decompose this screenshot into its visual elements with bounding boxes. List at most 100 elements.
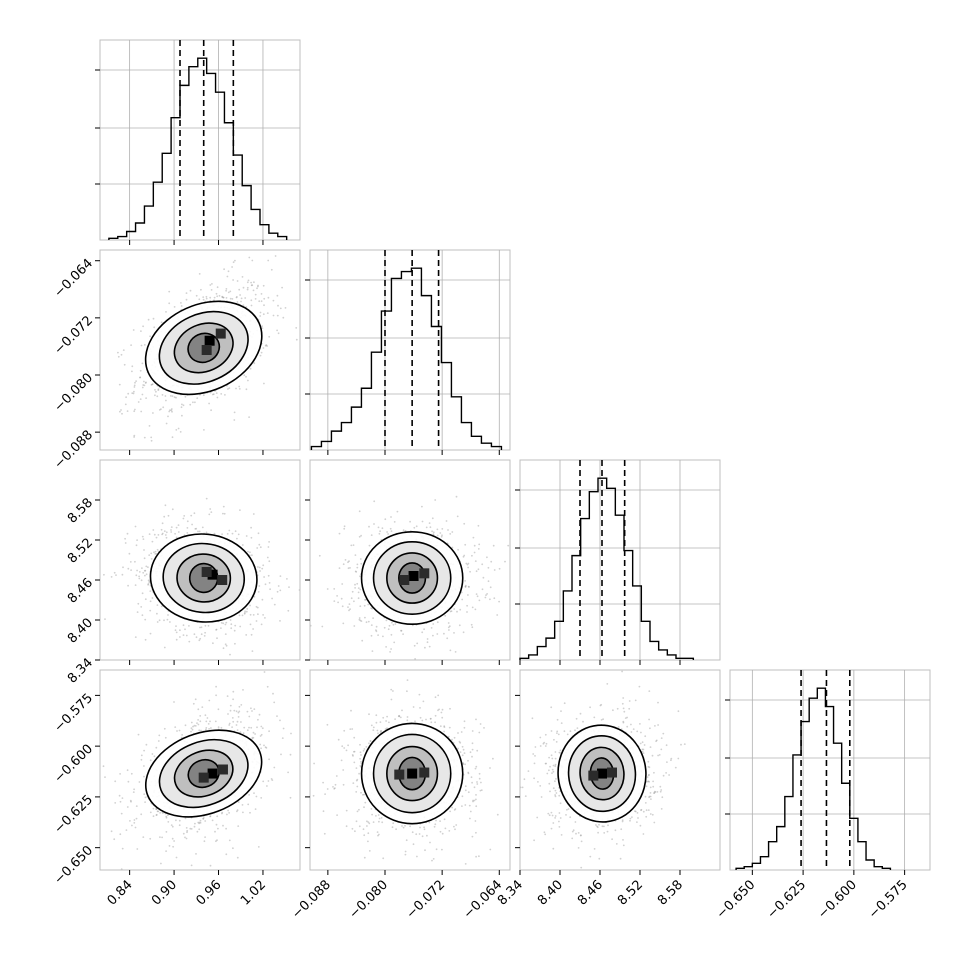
scatter-point [185,837,188,840]
scatter-point [260,293,263,295]
scatter-point [222,296,225,299]
scatter-point [215,628,218,631]
scatter-point [364,801,367,804]
scatter-point [259,354,262,357]
scatter-point [126,769,129,772]
scatter-point [204,631,207,634]
scatter-point [240,300,242,303]
scatter-point [492,757,494,760]
scatter-point [149,609,152,612]
scatter-point [135,574,138,577]
scatter-point [419,707,421,709]
scatter-point [198,828,201,831]
scatter-point [429,718,432,720]
scatter-point [140,606,143,608]
scatter-point [270,778,273,780]
scatter-point [138,781,141,783]
scatter-point [464,804,467,806]
scatter-point [390,698,393,701]
scatter-point [449,533,452,535]
scatter-point [637,817,639,819]
scatter-point [123,871,125,873]
scatter-point [188,625,190,627]
scatter-point [140,754,143,757]
scatter-point [125,829,128,831]
scatter-point [355,767,358,769]
scatter-point [124,403,127,406]
scatter-point [225,853,228,856]
scatter-point [413,644,416,647]
scatter-point [121,412,123,415]
scatter-point [370,624,373,626]
scatter-point [345,809,348,812]
scatter-point [321,625,324,628]
scatter-point [237,825,240,827]
scatter-point [266,556,269,559]
scatter-point [160,408,162,410]
scatter-point [230,627,233,630]
scatter-point [159,812,162,814]
scatter-point [150,436,153,439]
scatter-point [144,569,147,572]
scatter-point [378,820,380,823]
scatter-point [411,831,414,834]
scatter-point [440,711,443,714]
scatter-point [447,529,449,531]
scatter-point [181,403,183,406]
scatter-point [257,532,260,535]
scatter-point [473,786,476,789]
scatter-point [199,715,202,717]
scatter-point [357,597,360,600]
scatter-point [287,771,289,774]
scatter-point [416,855,418,858]
scatter-point [370,724,373,727]
scatter-point [272,314,275,317]
scatter-point [221,812,223,815]
scatter-point [232,279,235,281]
scatter-point [536,816,539,819]
scatter-point [455,824,458,826]
scatter-point [251,736,254,739]
scatter-point [551,757,554,760]
scatter-point [479,723,482,725]
scatter-point [277,304,279,307]
scatter-point [155,746,158,749]
scatter-point [444,614,447,617]
scatter-point [475,855,477,858]
scatter-point [607,824,609,827]
scatter-point [394,718,396,720]
scatter-point [104,618,106,620]
scatter-point [243,612,246,615]
scatter-point [448,625,451,628]
scatter-point [507,544,510,547]
scatter-point [225,288,228,290]
scatter-point [241,276,244,278]
scatter-point [225,289,228,292]
scatter-point [649,795,652,798]
scatter-point [140,330,142,332]
scatter-point [129,799,132,802]
scatter-point [143,344,146,346]
scatter-point [432,531,435,534]
scatter-point [388,624,391,627]
scatter-point [345,825,348,828]
scatter-point [363,834,366,837]
scatter-point [200,729,202,732]
scatter-point [249,551,251,554]
scatter-point [659,785,662,788]
scatter-point [144,574,146,577]
scatter-point [147,566,149,569]
scatter-point [398,715,401,718]
scatter-point [471,748,474,751]
scatter-point [369,740,372,742]
scatter-point [260,797,263,799]
scatter-point [477,548,480,550]
scatter-point [531,717,534,720]
scatter-point [654,791,657,793]
scatter-point [241,544,244,546]
scatter-point [232,261,235,264]
scatter-point [168,302,171,305]
scatter-point [242,732,245,735]
scatter-point [263,576,265,578]
scatter-point [459,741,462,744]
